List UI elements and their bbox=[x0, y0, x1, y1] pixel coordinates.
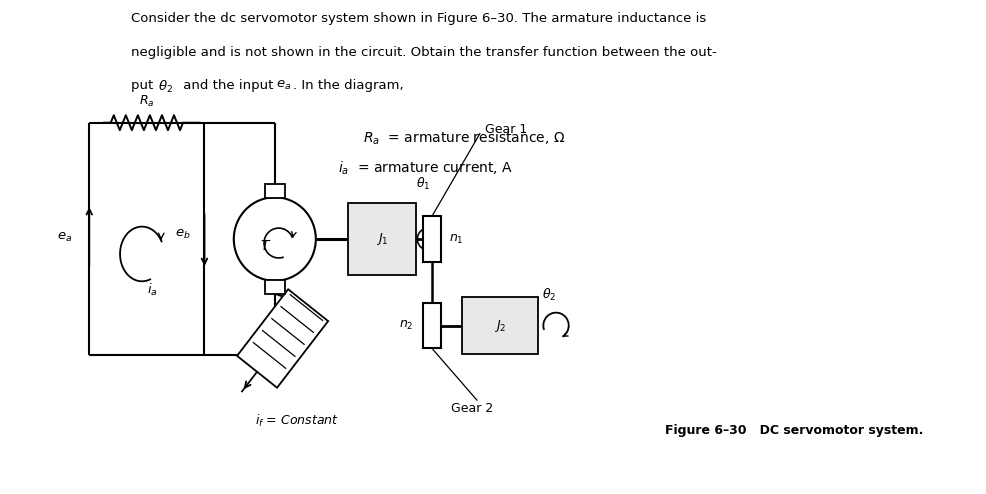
Bar bbox=[423, 303, 441, 348]
Text: Gear 2: Gear 2 bbox=[451, 402, 493, 414]
Text: and the input: and the input bbox=[178, 79, 277, 92]
Bar bbox=[423, 216, 441, 262]
Text: $J_2$: $J_2$ bbox=[494, 318, 506, 333]
Text: $R_a$: $R_a$ bbox=[139, 94, 155, 109]
Text: $\theta_2$: $\theta_2$ bbox=[541, 287, 556, 303]
Circle shape bbox=[234, 197, 316, 281]
Text: $T$: $T$ bbox=[260, 239, 271, 253]
Text: $i_a$: $i_a$ bbox=[147, 282, 158, 298]
Text: $i_a$  = armature current, A: $i_a$ = armature current, A bbox=[337, 159, 513, 176]
Text: . In the diagram,: . In the diagram, bbox=[293, 79, 403, 92]
Text: $e_b$: $e_b$ bbox=[176, 228, 190, 241]
Text: $e_a$: $e_a$ bbox=[57, 231, 73, 244]
Text: Gear 1: Gear 1 bbox=[484, 123, 527, 136]
Bar bbox=[461, 297, 538, 354]
Bar bbox=[348, 203, 416, 275]
Text: negligible and is not shown in the circuit. Obtain the transfer function between: negligible and is not shown in the circu… bbox=[131, 45, 717, 59]
Text: Figure 6–30   DC servomotor system.: Figure 6–30 DC servomotor system. bbox=[665, 424, 923, 438]
Text: $n_1$: $n_1$ bbox=[449, 233, 462, 246]
Text: $J_1$: $J_1$ bbox=[376, 231, 388, 247]
Bar bbox=[265, 280, 284, 294]
Text: $n_2$: $n_2$ bbox=[398, 319, 413, 332]
Polygon shape bbox=[237, 289, 327, 388]
Text: $e_a$: $e_a$ bbox=[276, 79, 291, 92]
Text: $R_a$  = armature resistance, $\Omega$: $R_a$ = armature resistance, $\Omega$ bbox=[363, 129, 565, 147]
Text: $i_f$ = Constant: $i_f$ = Constant bbox=[255, 413, 339, 429]
Bar bbox=[265, 184, 284, 198]
Text: Consider the dc servomotor system shown in Figure 6–30. The armature inductance : Consider the dc servomotor system shown … bbox=[131, 12, 706, 25]
Text: put: put bbox=[131, 79, 158, 92]
Text: $\theta_2$: $\theta_2$ bbox=[159, 79, 174, 95]
Text: $\theta_1$: $\theta_1$ bbox=[416, 176, 430, 192]
